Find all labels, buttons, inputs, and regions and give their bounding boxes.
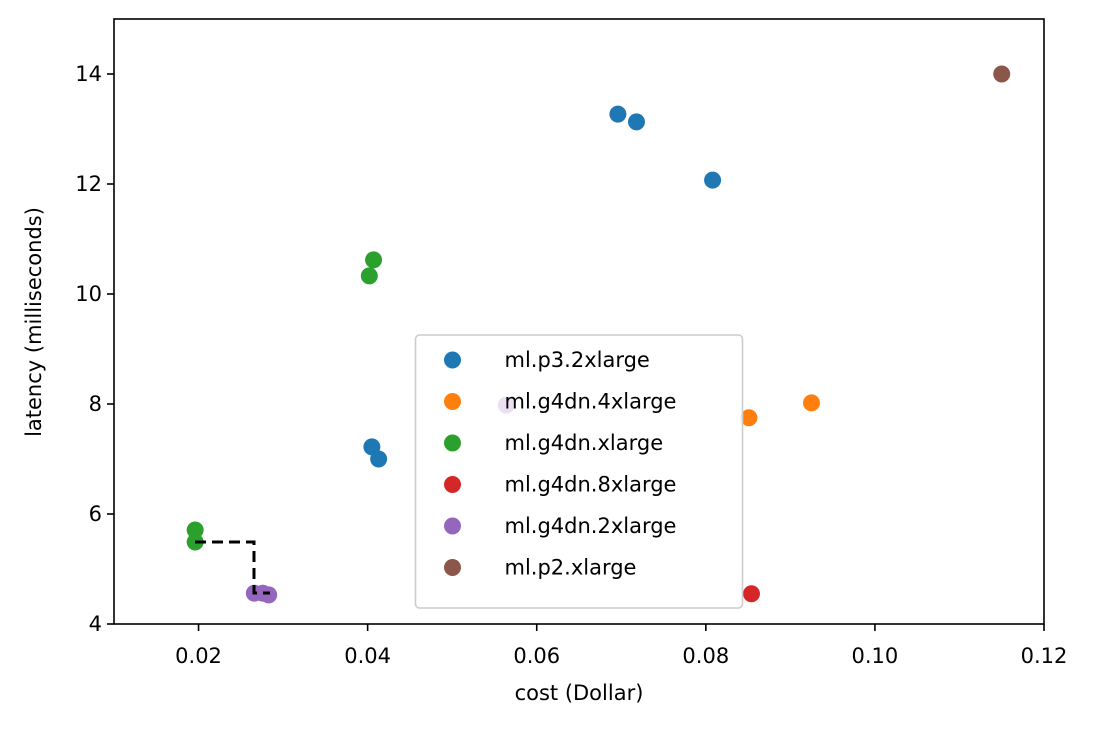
legend-marker xyxy=(444,559,461,576)
y-tick-label: 4 xyxy=(89,612,102,636)
legend-marker xyxy=(444,434,461,452)
scatter-point xyxy=(370,450,388,468)
scatter-point xyxy=(740,409,758,427)
axes-frame xyxy=(113,18,1045,625)
x-tick-label: 0.12 xyxy=(1021,644,1068,668)
scatter-point xyxy=(365,251,383,269)
legend-label: ml.g4dn.8xlarge xyxy=(505,473,677,497)
scatter-point xyxy=(704,171,722,189)
legend-marker xyxy=(444,351,461,369)
legend-label: ml.g4dn.2xlarge xyxy=(505,514,677,538)
y-tick-label: 6 xyxy=(89,502,102,526)
scatter-point xyxy=(993,65,1011,83)
legend-label: ml.p3.2xlarge xyxy=(505,348,650,372)
legend-marker xyxy=(444,393,461,410)
legend-marker xyxy=(444,517,461,535)
scatter-point xyxy=(360,267,378,285)
y-tick-label: 14 xyxy=(75,62,102,86)
x-tick-label: 0.06 xyxy=(513,644,560,668)
y-tick-label: 8 xyxy=(89,392,102,416)
x-tick-label: 0.10 xyxy=(852,644,899,668)
x-tick-label: 0.08 xyxy=(682,644,729,668)
legend-marker xyxy=(444,476,461,493)
x-axis-label: cost (Dollar) xyxy=(515,681,644,705)
scatter-point xyxy=(186,521,204,539)
y-tick-label: 12 xyxy=(75,172,102,196)
scatter-point xyxy=(627,113,645,131)
y-axis-label: latency (milliseconds) xyxy=(22,207,46,437)
x-tick-label: 0.04 xyxy=(344,644,391,668)
legend-box xyxy=(414,334,744,609)
scatter-point xyxy=(609,105,627,123)
legend-label: ml.g4dn.4xlarge xyxy=(505,390,677,414)
y-tick-label: 10 xyxy=(75,282,102,306)
scatter-point xyxy=(803,394,820,412)
scatter-point xyxy=(742,585,760,603)
legend-label: ml.p2.xlarge xyxy=(505,556,637,580)
scatter-point xyxy=(260,586,278,604)
x-tick-label: 0.02 xyxy=(175,644,222,668)
legend-label: ml.g4dn.xlarge xyxy=(505,431,664,455)
legend: ml.p3.2xlarge ml.g4dn.4xlarge ml.g4dn.xlar… xyxy=(414,334,744,609)
